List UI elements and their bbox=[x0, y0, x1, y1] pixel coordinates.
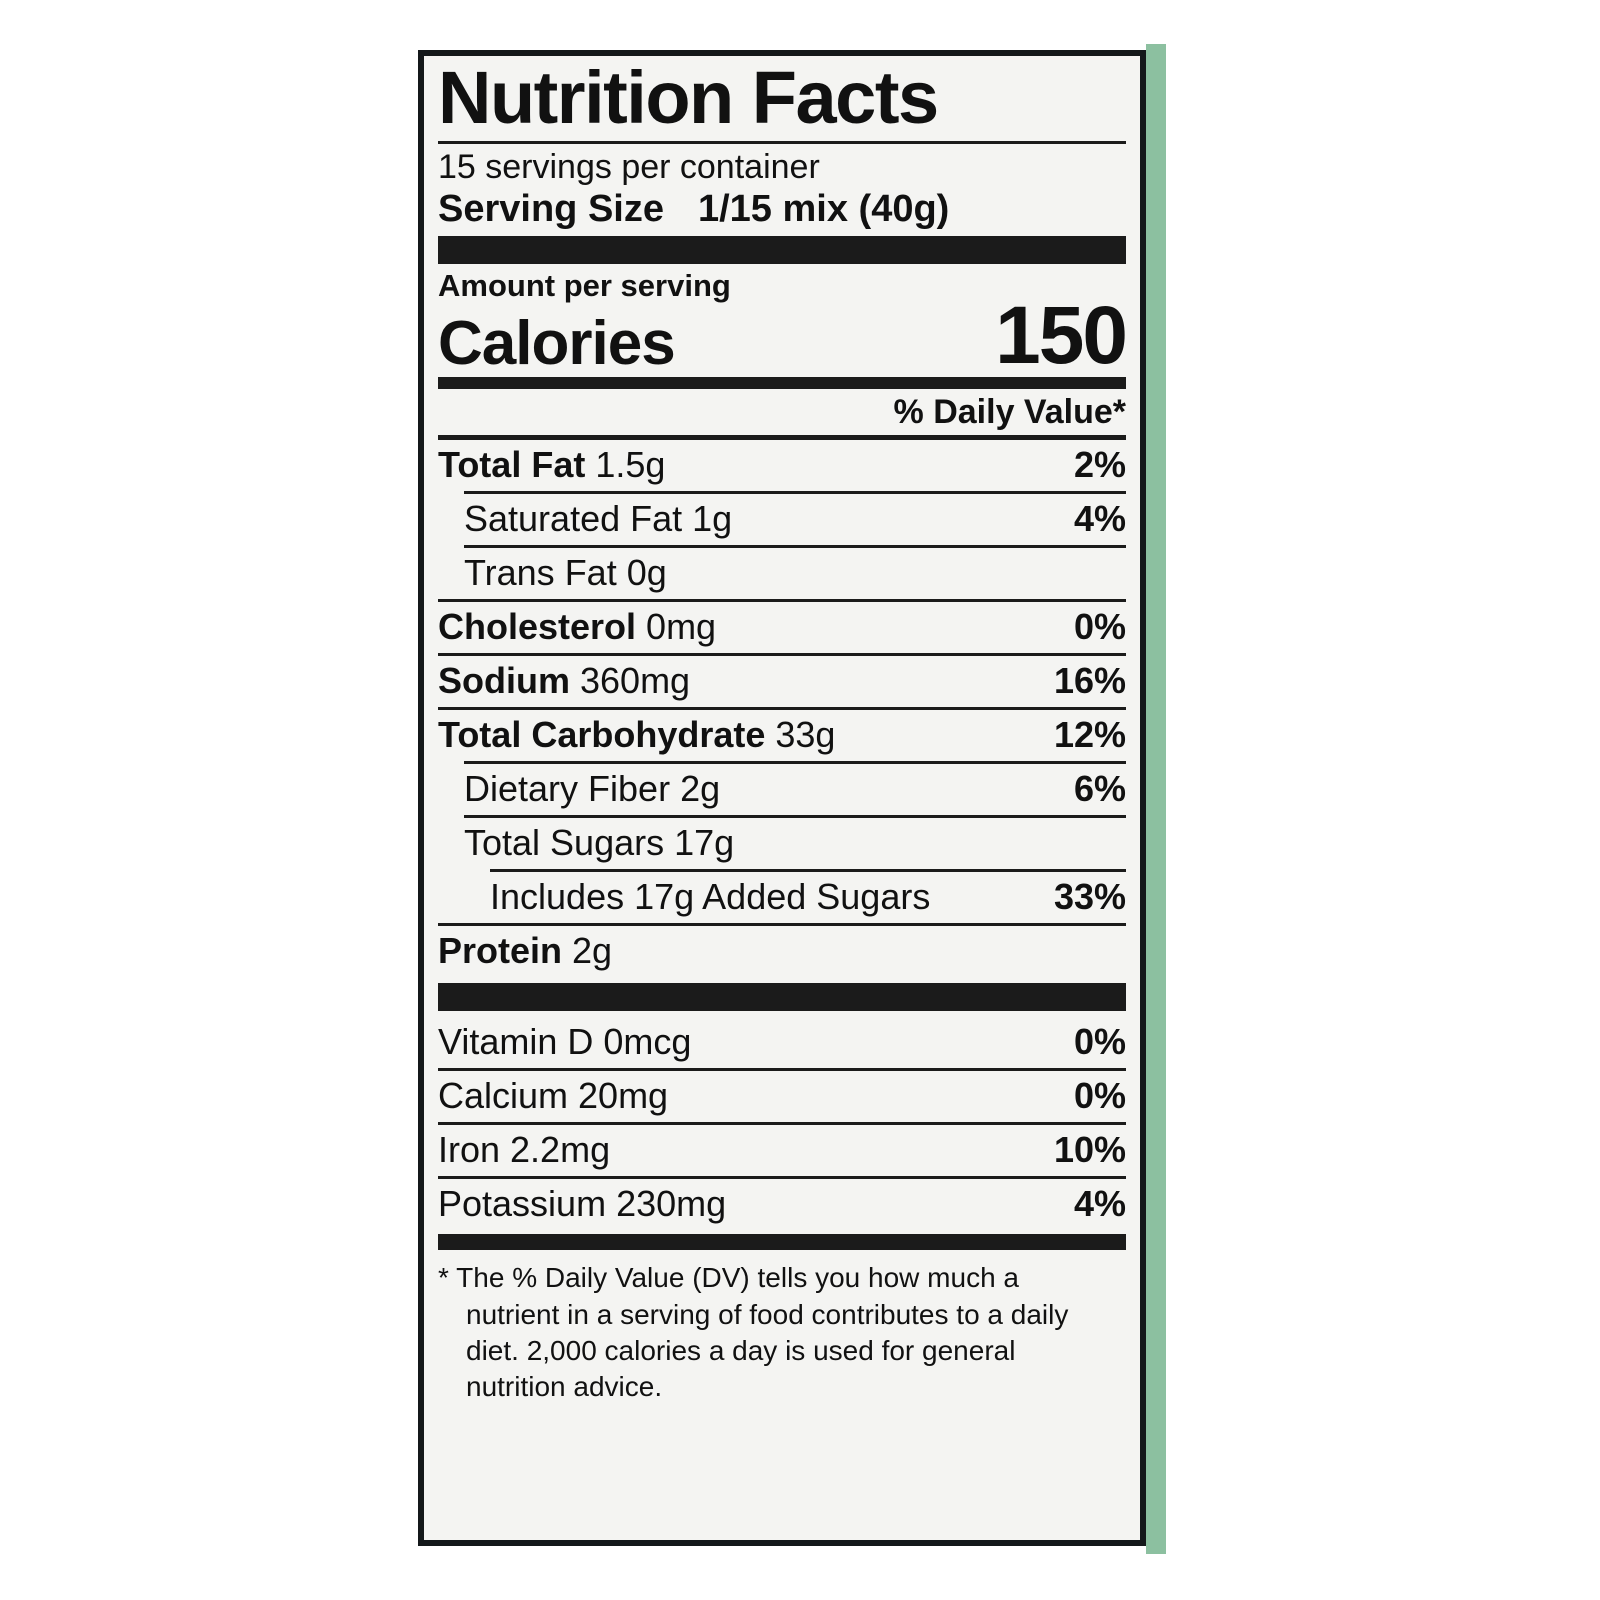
package-green-strip bbox=[1146, 44, 1166, 1554]
daily-value-header: % Daily Value* bbox=[893, 393, 1126, 432]
micronutrient-row: Vitamin D 0mcg 0% bbox=[438, 1017, 1126, 1068]
nutrient-row: Protein 2g bbox=[438, 926, 1126, 977]
nutrient-name: Cholesterol 0mg bbox=[438, 606, 717, 648]
nutrient-name: Total Fat 1.5g bbox=[438, 444, 666, 486]
micronutrient-daily-value: 0% bbox=[1073, 1075, 1126, 1117]
nutrient-row: Cholesterol 0mg 0% bbox=[438, 602, 1126, 653]
nutrient-daily-value: 0% bbox=[1073, 606, 1126, 648]
nutrient-row: Dietary Fiber 2g 6% bbox=[438, 764, 1126, 815]
micronutrient-row: Calcium 20mg 0% bbox=[438, 1071, 1126, 1122]
row-divider bbox=[464, 491, 1126, 495]
row-divider bbox=[438, 599, 1126, 603]
micronutrient-name: Potassium 230mg bbox=[438, 1183, 727, 1225]
micronutrient-daily-value: 0% bbox=[1073, 1021, 1126, 1063]
calories-row: Calories 150 bbox=[438, 290, 1128, 382]
row-divider bbox=[438, 653, 1126, 657]
calories-value: 150 bbox=[995, 290, 1128, 382]
nutrient-name: Saturated Fat 1g bbox=[464, 498, 733, 540]
micronutrient-name: Iron 2.2mg bbox=[438, 1129, 611, 1171]
row-divider bbox=[438, 1176, 1126, 1180]
row-divider bbox=[490, 869, 1126, 873]
nutrient-row: Sodium 360mg 16% bbox=[438, 656, 1126, 707]
nutrient-row: Saturated Fat 1g 4% bbox=[438, 494, 1126, 545]
nutrient-row: Total Sugars 17g bbox=[438, 818, 1126, 869]
serving-size-value: 1/15 mix (40g) bbox=[697, 187, 950, 230]
row-divider bbox=[438, 1122, 1126, 1126]
row-divider bbox=[464, 761, 1126, 765]
daily-value-footnote: * The % Daily Value (DV) tells you how m… bbox=[438, 1254, 1126, 1406]
nutrient-name: Total Sugars 17g bbox=[464, 822, 735, 864]
row-divider bbox=[438, 1068, 1126, 1072]
footnote-line: nutrition advice. bbox=[466, 1371, 663, 1403]
nutrient-daily-value: 2% bbox=[1073, 444, 1126, 486]
nutrient-name: Total Carbohydrate 33g bbox=[438, 714, 836, 756]
serving-size-label: Serving Size bbox=[438, 187, 664, 230]
nutrition-facts-panel: Nutrition Facts 15 servings per containe… bbox=[418, 50, 1146, 1546]
nutrient-row: Total Fat 1.5g 2% bbox=[438, 440, 1126, 491]
serving-size-row: Serving Size 1/15 mix (40g) bbox=[438, 187, 1126, 231]
nutrient-row: Includes 17g Added Sugars 33% bbox=[438, 872, 1126, 923]
row-divider bbox=[438, 707, 1126, 711]
nutrient-daily-value: 12% bbox=[1053, 714, 1126, 756]
footnote-line: * The % Daily Value (DV) tells you how m… bbox=[438, 1262, 1019, 1294]
micronutrient-name: Vitamin D 0mcg bbox=[438, 1021, 692, 1063]
row-divider bbox=[438, 923, 1126, 927]
micronutrient-daily-value: 10% bbox=[1053, 1129, 1126, 1171]
nutrient-name: Includes 17g Added Sugars bbox=[490, 876, 931, 918]
calories-divider bbox=[438, 377, 1126, 390]
daily-value-divider bbox=[438, 435, 1126, 441]
servings-per-container: 15 servings per container bbox=[438, 147, 820, 186]
nutrient-name: Protein 2g bbox=[438, 930, 613, 972]
serving-section-divider bbox=[438, 236, 1126, 265]
nutrition-facts-title: Nutrition Facts bbox=[438, 56, 939, 139]
nutrient-daily-value: 4% bbox=[1073, 498, 1126, 540]
micronutrient-row: Iron 2.2mg 10% bbox=[438, 1125, 1126, 1176]
nutrient-row: Trans Fat 0g bbox=[438, 548, 1126, 599]
nutrient-daily-value: 6% bbox=[1073, 768, 1126, 810]
title-divider bbox=[438, 140, 1126, 144]
nutrient-daily-value: 33% bbox=[1053, 876, 1126, 918]
nutrient-row: Total Carbohydrate 33g 12% bbox=[438, 710, 1126, 761]
micronutrient-daily-value: 4% bbox=[1073, 1183, 1126, 1225]
nutrient-rows: Total Fat 1.5g 2% Saturated Fat 1g 4% Trans … bbox=[438, 440, 1126, 977]
nutrient-name: Sodium 360mg bbox=[438, 660, 691, 702]
nutrient-daily-value: 16% bbox=[1053, 660, 1126, 702]
footnote-divider bbox=[438, 1234, 1126, 1251]
nutrient-name: Dietary Fiber 2g bbox=[464, 768, 721, 810]
micronutrient-rows: Vitamin D 0mcg 0% Calcium 20mg 0% Iron 2.2mg… bbox=[438, 1017, 1126, 1230]
micronutrient-row: Potassium 230mg 4% bbox=[438, 1179, 1126, 1230]
amount-per-serving-label: Amount per serving bbox=[438, 268, 731, 304]
row-divider bbox=[464, 815, 1126, 819]
nutrient-name: Trans Fat 0g bbox=[464, 552, 667, 594]
footnote-line: diet. 2,000 calories a day is used for g… bbox=[466, 1335, 1016, 1367]
calories-label: Calories bbox=[438, 309, 676, 379]
micronutrient-name: Calcium 20mg bbox=[438, 1075, 669, 1117]
footnote-line: nutrient in a serving of food contribute… bbox=[466, 1298, 1069, 1330]
row-divider bbox=[464, 545, 1126, 549]
micronutrient-section-divider bbox=[438, 983, 1126, 1012]
